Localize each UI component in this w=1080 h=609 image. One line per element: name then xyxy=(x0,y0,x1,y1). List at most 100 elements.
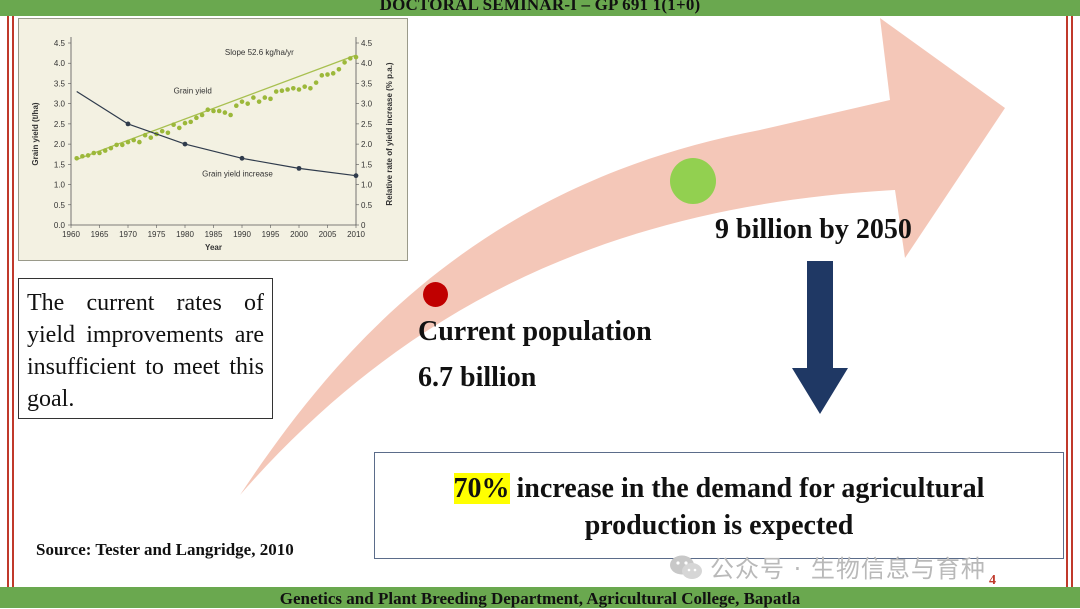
yield-chart-svg: 1960 1965 1970 1975 1980 1985 1990 1995 2000 2005… xyxy=(31,37,394,252)
grain-yield-point xyxy=(256,99,262,104)
y-tick-label: 4.5 xyxy=(54,39,66,48)
slope-annotation: Slope 52.6 kg/ha/yr xyxy=(225,48,294,57)
header-bar xyxy=(0,0,1080,16)
grain-yield-point xyxy=(296,87,302,92)
y-tick-label: 3.0 xyxy=(54,100,66,109)
y-tick-label: 1.5 xyxy=(54,160,66,169)
yield-chart: 1960 1965 1970 1975 1980 1985 1990 1995 2000 2005… xyxy=(18,18,408,261)
grain-yield-point xyxy=(342,60,347,65)
grain-yield-point xyxy=(199,112,205,118)
slide-header-title: DOCTORAL SEMINAR-I – GP 691 1(1+0) xyxy=(379,0,701,14)
grain-yield-trend-line xyxy=(76,54,357,161)
y2-tick-label: 3.0 xyxy=(361,100,373,109)
y2-tick-label: 1.0 xyxy=(361,181,373,190)
current-population-label: Current population xyxy=(418,316,652,347)
y2-tick-label: 3.5 xyxy=(361,79,373,88)
demand-line-1: 70% increase in the demand for agricultu… xyxy=(375,470,1063,507)
x-tick-label: 1995 xyxy=(262,230,280,239)
source-citation: Source: Tester and Langridge, 2010 xyxy=(36,540,294,559)
watermark-text: 公众号 · 生物信息与育种 xyxy=(710,555,986,583)
y2-tick-label: 2.0 xyxy=(361,140,373,149)
y-tick-label: 2.5 xyxy=(54,120,66,129)
future-population-label: 9 billion by 2050 xyxy=(715,214,912,245)
grain-yield-increase-point xyxy=(239,155,245,161)
footer-text: Genetics and Plant Breeding Department, … xyxy=(279,589,801,608)
grain-yield-point xyxy=(234,103,239,108)
right-border-line-2 xyxy=(1071,16,1073,587)
grain-yield-point xyxy=(245,101,250,106)
x-tick-label: 2010 xyxy=(347,230,365,239)
y-tick-label: 3.5 xyxy=(54,79,66,88)
grain-yield-point xyxy=(319,73,325,78)
x-tick-label: 1985 xyxy=(205,230,223,239)
wechat-icon xyxy=(670,555,702,579)
grain-yield-increase-point xyxy=(125,121,131,127)
grain-yield-point xyxy=(325,72,330,77)
future-population-dot xyxy=(670,158,716,204)
yield-note: The current rates of yield improvements … xyxy=(18,278,273,419)
y2-tick-label: 4.5 xyxy=(361,39,373,48)
page-number: 4 xyxy=(989,573,996,588)
grain-yield-point xyxy=(228,112,233,118)
grain-yield-point xyxy=(108,145,114,151)
grain-yield-point xyxy=(80,153,85,159)
grain-yield-point xyxy=(251,95,256,100)
grain-yield-point xyxy=(74,155,79,161)
grain-yield-point xyxy=(194,115,199,121)
x-tick-label: 1965 xyxy=(91,230,109,239)
footer-bar xyxy=(0,587,1080,608)
grain-yield-point xyxy=(91,150,97,156)
x-tick-label: 1990 xyxy=(233,230,251,239)
x-tick-label: 1980 xyxy=(176,230,194,239)
grain-yield-point xyxy=(291,85,296,91)
y2-tick-label: 2.5 xyxy=(361,120,373,129)
grain-yield-point xyxy=(336,66,342,72)
grain-yield-point xyxy=(137,139,142,145)
grain-yield-point xyxy=(165,130,171,136)
grain-yield-annotation: Grain yield xyxy=(174,87,212,96)
grain-yield-increase-point xyxy=(182,141,188,147)
grain-yield-point xyxy=(216,108,222,114)
y2-axis-label: Relative rate of yield increase (% p.a.) xyxy=(385,62,394,206)
demand-percent-highlight: 70% xyxy=(453,473,510,504)
down-arrow-icon xyxy=(792,261,848,414)
grain-yield-point xyxy=(142,132,148,138)
grain-yield-increase-curve xyxy=(76,90,357,177)
x-axis-label: Year xyxy=(205,243,222,252)
grain-yield-point xyxy=(148,135,154,140)
current-population-dot xyxy=(423,282,448,307)
grain-yield-point xyxy=(273,89,279,94)
grain-yield-point xyxy=(205,107,211,113)
grain-yield-point xyxy=(97,150,102,156)
y2-tick-label: 1.5 xyxy=(361,160,373,169)
grain-yield-point xyxy=(125,139,131,145)
grain-yield-point xyxy=(159,128,165,134)
y-tick-label: 1.0 xyxy=(54,181,66,190)
left-border-line-2 xyxy=(12,16,14,587)
y-tick-label: 4.0 xyxy=(54,59,66,68)
grain-yield-point xyxy=(120,142,125,148)
grain-yield-point xyxy=(268,96,273,102)
grain-yield-point xyxy=(114,142,119,148)
y2-tick-label: 4.0 xyxy=(361,59,373,68)
grain-yield-point xyxy=(102,148,108,153)
grain-yield-point xyxy=(313,80,319,85)
demand-line-1-text: increase in the demand for agricultural xyxy=(509,473,985,504)
grain-yield-point xyxy=(285,87,290,92)
y-axis-label: Grain yield (t/ha) xyxy=(31,102,40,165)
y-tick-label: 0.5 xyxy=(54,201,66,210)
current-population-value: 6.7 billion xyxy=(418,362,537,393)
y2-tick-label: 0.5 xyxy=(361,201,373,210)
grain-yield-point xyxy=(188,119,193,125)
grain-yield-point xyxy=(182,120,188,126)
yield-increase-annotation: Grain yield increase xyxy=(202,169,273,178)
grain-yield-point xyxy=(262,95,268,100)
grain-yield-point xyxy=(211,108,216,114)
grain-yield-point xyxy=(330,71,336,76)
x-tick-label: 2005 xyxy=(319,230,337,239)
grain-yield-increase-point xyxy=(353,173,359,179)
grain-yield-point xyxy=(171,122,176,127)
grain-yield-point xyxy=(177,125,182,131)
left-border-line xyxy=(7,16,9,587)
